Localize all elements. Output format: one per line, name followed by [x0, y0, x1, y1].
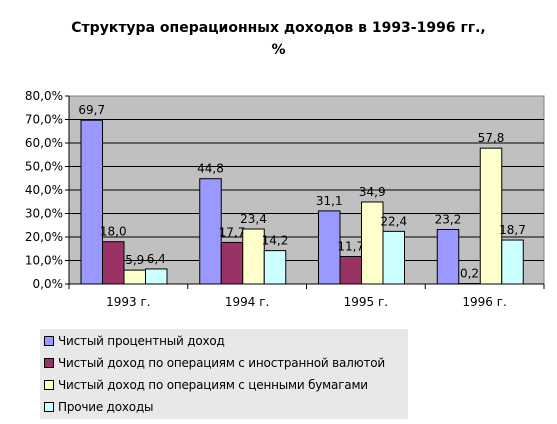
bar	[318, 210, 341, 285]
y-tick-label: 0,0%	[33, 277, 64, 291]
x-tick-label: 1996 г.	[462, 295, 506, 309]
bar	[479, 147, 503, 285]
legend-swatch	[44, 380, 54, 390]
bar	[220, 241, 244, 285]
bar	[123, 269, 146, 285]
legend-item: Чистый доход по операциям с иностранной …	[44, 353, 385, 373]
bar	[263, 250, 287, 285]
legend-swatch	[44, 336, 54, 346]
legend-label: Прочие доходы	[58, 400, 154, 414]
bar	[199, 178, 222, 285]
legend-label: Чистый доход по операциям с иностранной …	[58, 356, 386, 370]
bar	[102, 241, 125, 285]
legend-label: Чистый доход по операциям с ценными бума…	[58, 378, 368, 392]
y-tick-label: 60,0%	[25, 136, 63, 150]
y-tick-label: 50,0%	[25, 160, 63, 174]
data-label: 11,7	[337, 240, 364, 254]
data-label: 5,9	[125, 253, 144, 267]
x-tick-label: 1995 г.	[344, 295, 388, 309]
data-label: 18,0	[100, 225, 127, 239]
legend-item: Прочие доходы	[44, 397, 154, 417]
y-tick-label: 10,0%	[25, 254, 63, 268]
chart-title-line-1: Структура операционных доходов в 1993-19…	[71, 20, 486, 36]
bar	[436, 228, 460, 285]
legend-label: Чистый процентный доход	[58, 334, 225, 348]
y-tick-label: 20,0%	[25, 230, 63, 244]
bar	[501, 239, 524, 285]
data-label: 34,9	[359, 185, 386, 199]
data-label: 22,4	[380, 214, 407, 228]
bar	[382, 230, 405, 285]
data-label: 17,7	[219, 225, 246, 239]
y-tick-label: 70,0%	[25, 113, 63, 127]
bar	[339, 256, 362, 285]
legend-item: Чистый доход по операциям с ценными бума…	[44, 375, 368, 395]
data-label: 69,7	[78, 103, 105, 117]
data-label: 14,2	[262, 234, 289, 248]
y-tick-label: 30,0%	[25, 207, 63, 221]
data-label: 0,2	[460, 267, 479, 281]
data-label: 23,2	[435, 212, 462, 226]
x-tick-label: 1994 г.	[225, 295, 269, 309]
data-label: 44,8	[197, 162, 224, 176]
data-label: 23,4	[240, 212, 267, 226]
chart-title-line-2: %	[271, 42, 286, 58]
data-label: 6,4	[147, 252, 166, 266]
bar	[80, 119, 103, 285]
data-label: 57,8	[478, 131, 505, 145]
legend-item: Чистый процентный доход	[44, 331, 225, 351]
x-tick-label: 1993 г.	[106, 295, 150, 309]
y-tick-label: 80,0%	[25, 89, 63, 103]
legend-swatch	[44, 402, 54, 412]
data-label: 31,1	[316, 194, 343, 208]
legend-swatch	[44, 358, 54, 368]
bar	[145, 268, 168, 285]
y-tick-label: 40,0%	[25, 183, 63, 197]
legend: Чистый процентный доход Чистый доход по о…	[40, 329, 408, 419]
data-label: 18,7	[499, 223, 526, 237]
